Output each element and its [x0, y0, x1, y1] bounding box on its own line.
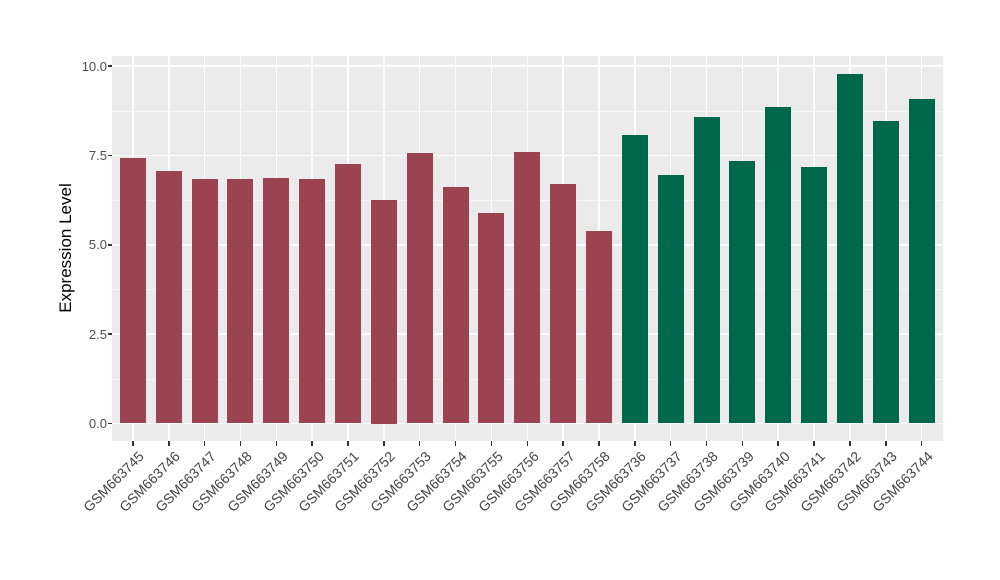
x-tick-mark: [849, 441, 851, 446]
y-tick-mark: [107, 65, 112, 67]
x-tick-mark: [813, 441, 815, 446]
x-tick-mark: [526, 441, 528, 446]
bar-GSM663745: [119, 158, 146, 424]
y-tick-label: 7.5: [88, 147, 107, 163]
y-tick-mark: [107, 333, 112, 335]
bar-GSM663748: [227, 178, 254, 424]
y-tick-label: 2.5: [88, 326, 107, 342]
x-tick-mark: [347, 441, 349, 446]
y-tick-label: 5.0: [88, 237, 107, 253]
bar-GSM663758: [585, 231, 612, 424]
x-tick-mark: [418, 441, 421, 446]
bar-GSM663755: [478, 213, 505, 424]
bar-GSM663753: [406, 152, 433, 424]
bar-GSM663738: [693, 117, 720, 424]
x-tick-mark: [705, 441, 708, 446]
plot-panel: [112, 56, 943, 441]
x-tick-mark: [239, 441, 242, 446]
bar-GSM663746: [155, 171, 182, 424]
y-tick-label: 10.0: [81, 58, 107, 74]
bar-GSM663742: [836, 74, 863, 424]
y-tick-mark: [107, 154, 112, 157]
x-tick-mark: [777, 441, 779, 446]
bar-GSM663744: [908, 99, 935, 424]
x-tick-mark: [741, 441, 744, 446]
x-tick-mark: [168, 441, 170, 446]
x-tick-mark: [383, 441, 385, 446]
x-tick-mark: [562, 441, 564, 446]
bar-GSM663743: [872, 120, 899, 424]
x-tick-mark: [132, 441, 134, 446]
bar-GSM663754: [442, 187, 469, 424]
bar-GSM663747: [191, 178, 218, 424]
bar-GSM663756: [514, 151, 541, 424]
bar-GSM663737: [657, 174, 684, 424]
bar-GSM663736: [621, 134, 648, 424]
x-tick-mark: [454, 441, 457, 446]
y-axis-title: Expression Level: [56, 183, 75, 313]
bar-GSM663751: [335, 163, 361, 424]
x-tick-mark: [275, 441, 278, 446]
bar-GSM663740: [765, 107, 792, 424]
x-tick-mark: [920, 441, 923, 446]
y-tick-label: 0.0: [88, 416, 107, 431]
bar-GSM663752: [370, 200, 397, 424]
bar-GSM663749: [263, 177, 290, 424]
x-tick-mark: [669, 441, 672, 446]
y-tick-mark: [107, 244, 112, 246]
x-tick-mark: [598, 441, 600, 446]
bar-GSM663757: [550, 183, 577, 424]
x-tick-mark: [634, 441, 636, 446]
x-tick-mark: [311, 441, 313, 446]
bar-GSM663739: [729, 161, 756, 424]
bar-GSM663741: [801, 167, 828, 424]
y-tick-mark: [107, 422, 112, 425]
x-tick-mark: [203, 441, 206, 446]
x-tick-mark: [490, 441, 493, 446]
bar-GSM663750: [299, 178, 326, 424]
x-tick-mark: [885, 441, 887, 446]
